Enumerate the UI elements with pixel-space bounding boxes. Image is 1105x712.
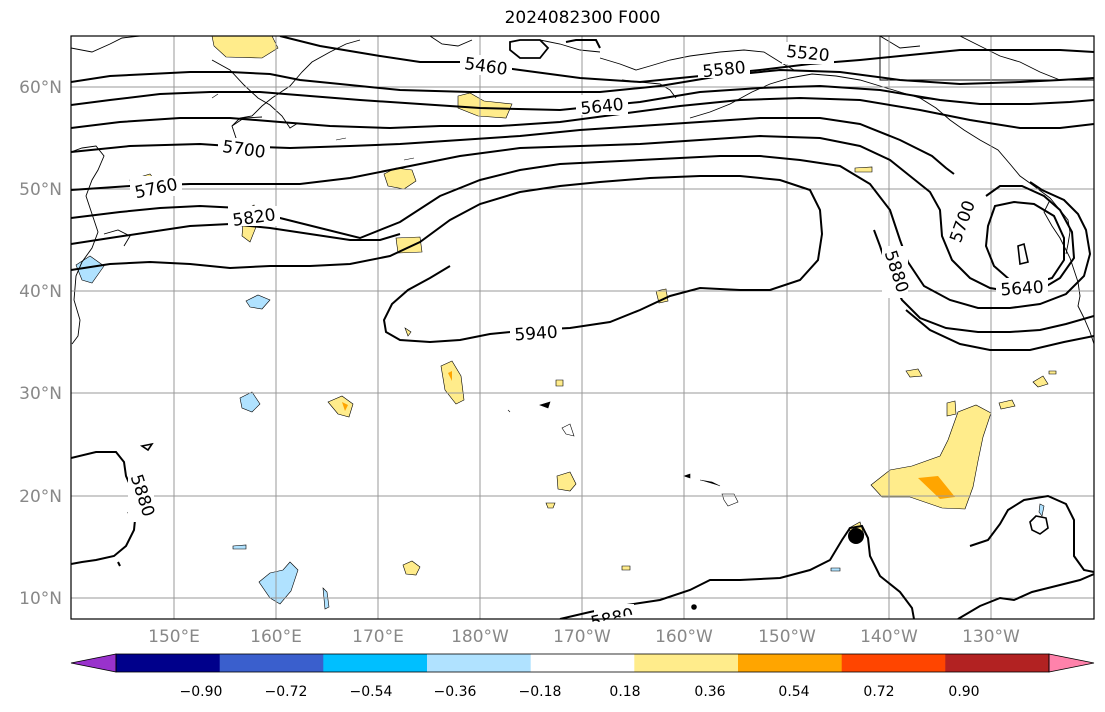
lat-label-30n: 30°N (19, 384, 62, 404)
lat-label-20n: 20°N (19, 487, 62, 507)
lat-label-10n: 10°N (19, 589, 62, 609)
contour-label: 5520 (785, 42, 830, 66)
colorbar-segment (738, 654, 843, 672)
colorbar-tick: −0.72 (265, 684, 308, 700)
longitude-labels: 150°E 160°E 170°E 180°W 170°W 160°W 150°… (148, 627, 1020, 647)
colorbar-ticks: −0.90 −0.72 −0.54 −0.36 −0.18 0.18 0.36 … (180, 684, 980, 700)
islands (211, 93, 739, 610)
colorbar-tick: −0.36 (434, 684, 477, 700)
lon-label-180w: 180°W (451, 627, 509, 647)
lon-label-150e: 150°E (148, 627, 200, 647)
colorbar-tick: −0.54 (350, 684, 393, 700)
lon-label-150w: 150°W (758, 627, 816, 647)
contour-label: 5640 (580, 95, 625, 119)
colorbar-segment (427, 654, 532, 672)
lon-label-130w: 130°W (962, 627, 1020, 647)
lat-label-40n: 40°N (19, 282, 62, 302)
lon-label-160w: 160°W (655, 627, 713, 647)
colorbar-tick: 0.72 (863, 684, 894, 700)
colorbar-segment (530, 654, 635, 672)
positive-anomaly-core (342, 371, 955, 499)
colorbar-tick: 0.18 (609, 684, 640, 700)
contour-label: 5640 (1000, 278, 1045, 301)
colorbar-tick: 0.36 (694, 684, 725, 700)
lon-label-170w: 170°W (553, 627, 611, 647)
latitude-labels: 60°N 50°N 40°N 30°N 20°N 10°N (19, 78, 62, 609)
colorbar-tick: −0.18 (519, 684, 562, 700)
colorbar-segments (71, 654, 1094, 672)
contour-label: 5940 (514, 323, 559, 346)
lon-label-160e: 160°E (250, 627, 302, 647)
colorbar-tick: −0.90 (180, 684, 223, 700)
contour-label-backgrounds (128, 42, 1048, 619)
map-title: 2024082300 F000 (504, 8, 661, 28)
colorbar-tick: 0.90 (948, 684, 979, 700)
contour-label: 5580 (702, 58, 747, 82)
colorbar-segment (945, 654, 1050, 672)
lat-label-50n: 50°N (19, 180, 62, 200)
lon-label-170e: 170°E (352, 627, 404, 647)
colorbar: −0.90 −0.72 −0.54 −0.36 −0.18 0.18 0.36 … (70, 653, 1095, 700)
negative-anomaly-patches (75, 255, 1045, 610)
colorbar-segment (323, 654, 428, 672)
map-frame (70, 35, 1095, 620)
lon-label-140w: 140°W (860, 627, 918, 647)
colorbar-tick: 0.54 (778, 684, 809, 700)
storm-marker (848, 528, 864, 544)
colorbar-segment (219, 654, 324, 672)
colorbar-extend-low (71, 654, 116, 672)
colorbar-segment (841, 654, 946, 672)
colorbar-extend-high (1049, 654, 1094, 672)
graticule (71, 36, 1094, 619)
colorbar-segment (634, 654, 739, 672)
lat-label-60n: 60°N (19, 78, 62, 98)
colorbar-segment (116, 654, 221, 672)
